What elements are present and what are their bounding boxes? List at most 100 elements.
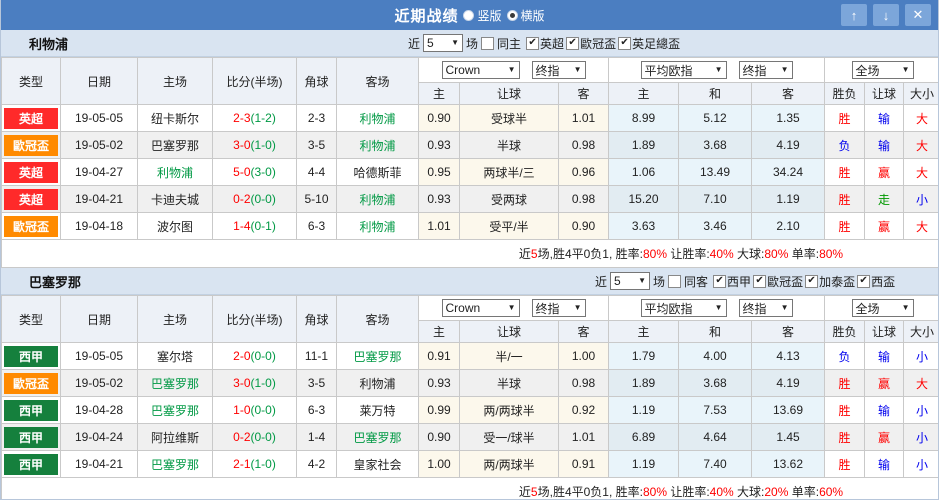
match-score: 3-0(1-0) — [212, 369, 297, 397]
final-index-select[interactable]: 终指 ▼ — [531, 61, 586, 79]
result-handicap: 输 — [864, 450, 905, 478]
crown-dropdown-cell: Crown ▼ 终指 ▼ — [417, 57, 610, 83]
avg-euro-odds-select[interactable]: 平均欧指 ▼ — [640, 61, 727, 79]
league-checkbox[interactable]: ✔ — [618, 36, 632, 50]
halftime-score: (0-0) — [250, 192, 276, 206]
radio-vertical-label: 竖版 — [477, 8, 502, 23]
result-handicap: 输 — [864, 342, 905, 370]
league-badge: 西甲 — [4, 453, 58, 475]
fulltime-score: 3-0 — [233, 138, 251, 152]
match-date: 19-04-18 — [60, 212, 138, 240]
league-checkbox[interactable]: ✔ — [857, 274, 871, 288]
league-badge: 歐冠盃 — [4, 215, 58, 237]
same-venue-checkbox[interactable] — [668, 274, 682, 288]
close-button[interactable]: ✕ — [905, 4, 931, 26]
match-row: 歐冠盃 19-05-02 巴塞罗那 3-0(1-0) 3-5 利物浦 0.93 半球 0.98 1… — [1, 131, 938, 159]
radio-circle-icon — [463, 9, 475, 21]
match-row: 西甲 19-04-24 阿拉维斯 0-2(0-0) 1-4 巴塞罗那 0.90 受一/球半 1.… — [1, 423, 938, 451]
league-checkbox[interactable]: ✔ — [713, 274, 727, 288]
home-team: 阿拉维斯 — [137, 423, 213, 451]
euro-draw-odds: 7.40 — [678, 450, 753, 478]
crown-away-odds: 0.96 — [557, 158, 610, 186]
league-label: 英足總盃 — [632, 36, 681, 51]
chevron-down-icon: ▼ — [451, 38, 460, 47]
league-filter-item: ✔ 歐冠盃 — [753, 273, 803, 290]
summary-row: 近5场,胜4平0负1, 胜率:80% 让胜率:40% 大球:80% 单率:80% — [1, 239, 938, 268]
league-checkbox[interactable]: ✔ — [566, 36, 580, 50]
move-down-button[interactable]: ↓ — [873, 4, 899, 26]
league-badge: 歐冠盃 — [4, 372, 58, 394]
summary-text: 场,胜4平0负1, 胜率: — [537, 247, 643, 261]
same-venue-checkbox[interactable] — [481, 36, 495, 50]
recent-count-select[interactable]: 5 ▼ — [610, 272, 651, 290]
radio-circle-checked-icon — [506, 9, 518, 21]
team-section-liverpool: 利物浦 近 5 ▼ 场 同主 ✔ 英超 ✔ 歐冠盃 ✔ 英足總盃 类型 日期 — [1, 30, 938, 268]
league-badge: 西甲 — [4, 399, 58, 421]
bookmaker-select[interactable]: Crown ▼ — [441, 299, 520, 317]
games-label: 场 — [466, 36, 479, 51]
final-index-select-2[interactable]: 终指 ▼ — [738, 299, 793, 317]
fulltime-dropdown-cell: 全场 ▼ — [824, 295, 938, 321]
radio-vertical-layout[interactable]: 竖版 — [463, 7, 502, 24]
crown-away-odds: 0.90 — [557, 212, 610, 240]
recent-count-select[interactable]: 5 ▼ — [423, 34, 464, 52]
final-index-value: 终指 — [535, 63, 560, 78]
col-header-home: 主场 — [137, 57, 213, 105]
match-date: 19-04-28 — [60, 396, 138, 424]
crown-home-odds: 0.91 — [418, 342, 460, 370]
euro-away-odds: 2.10 — [751, 212, 826, 240]
match-date: 19-04-21 — [60, 185, 138, 213]
summary-odd-rate: 80% — [819, 247, 844, 261]
arrow-up-icon: ↑ — [850, 7, 858, 23]
league-checkbox[interactable]: ✔ — [526, 36, 540, 50]
league-badge: 西甲 — [4, 345, 58, 367]
final-index-value: 终指 — [535, 301, 560, 316]
radio-horizontal-layout[interactable]: 横版 — [506, 7, 545, 24]
subcol-result-overunder: 大小 — [903, 320, 938, 343]
col-header-date: 日期 — [60, 57, 138, 105]
result-handicap: 输 — [864, 104, 905, 132]
league-filter-item: ✔ 英足總盃 — [618, 35, 680, 52]
move-up-button[interactable]: ↑ — [841, 4, 867, 26]
away-team: 巴塞罗那 — [336, 342, 419, 370]
fulltime-select[interactable]: 全场 ▼ — [851, 299, 914, 317]
filter-controls: 近 5 ▼ 场 同主 ✔ 英超 ✔ 歐冠盃 ✔ 英足總盃 — [408, 30, 680, 56]
title-cluster: 近期战绩 竖版 横版 — [394, 5, 544, 26]
league-label: 歐冠盃 — [580, 36, 617, 51]
match-date: 19-05-05 — [60, 342, 138, 370]
halftime-score: (0-1) — [250, 219, 276, 233]
chevron-down-icon: ▼ — [901, 65, 910, 74]
avg-euro-odds-select[interactable]: 平均欧指 ▼ — [640, 299, 727, 317]
euro-home-odds: 6.89 — [608, 423, 680, 451]
col-header-away: 客场 — [336, 295, 419, 343]
crown-home-odds: 0.93 — [418, 185, 460, 213]
subcol-euro-draw: 和 — [678, 320, 753, 343]
summary-text: 让胜率: — [667, 247, 710, 261]
final-index-select-2[interactable]: 终指 ▼ — [738, 61, 793, 79]
bookmaker-select[interactable]: Crown ▼ — [441, 61, 520, 79]
result-overunder: 大 — [903, 212, 938, 240]
fulltime-select[interactable]: 全场 ▼ — [851, 61, 914, 79]
league-checkbox[interactable]: ✔ — [805, 274, 819, 288]
col-header-home: 主场 — [137, 295, 213, 343]
euro-away-odds: 1.19 — [751, 185, 826, 213]
subcol-result-handicap: 让球 — [864, 320, 905, 343]
halftime-score: (1-0) — [250, 376, 276, 390]
fulltime-value: 全场 — [855, 301, 880, 316]
league-checkbox[interactable]: ✔ — [753, 274, 767, 288]
col-header-date: 日期 — [60, 295, 138, 343]
corner-score: 6-3 — [296, 396, 337, 424]
halftime-score: (0-0) — [250, 349, 276, 363]
match-row: 歐冠盃 19-04-18 波尔图 1-4(0-1) 6-3 利物浦 1.01 受平/半 0.90… — [1, 212, 938, 240]
match-score: 0-2(0-0) — [212, 185, 297, 213]
summary-text: 单率: — [788, 485, 820, 499]
euro-home-odds: 1.19 — [608, 450, 680, 478]
crown-home-odds: 1.00 — [418, 450, 460, 478]
team-section-barcelona: 巴塞罗那 近 5 ▼ 场 同客 ✔ 西甲 ✔ 歐冠盃 ✔ 加泰盃 ✔ 西盃 类型 日期 — [1, 268, 938, 499]
recent-label: 近 — [595, 274, 608, 289]
final-index-select[interactable]: 终指 ▼ — [531, 299, 586, 317]
result-overunder: 小 — [903, 450, 938, 478]
home-team: 巴塞罗那 — [137, 369, 213, 397]
league-badge: 英超 — [4, 161, 58, 183]
match-score: 3-0(1-0) — [212, 131, 297, 159]
